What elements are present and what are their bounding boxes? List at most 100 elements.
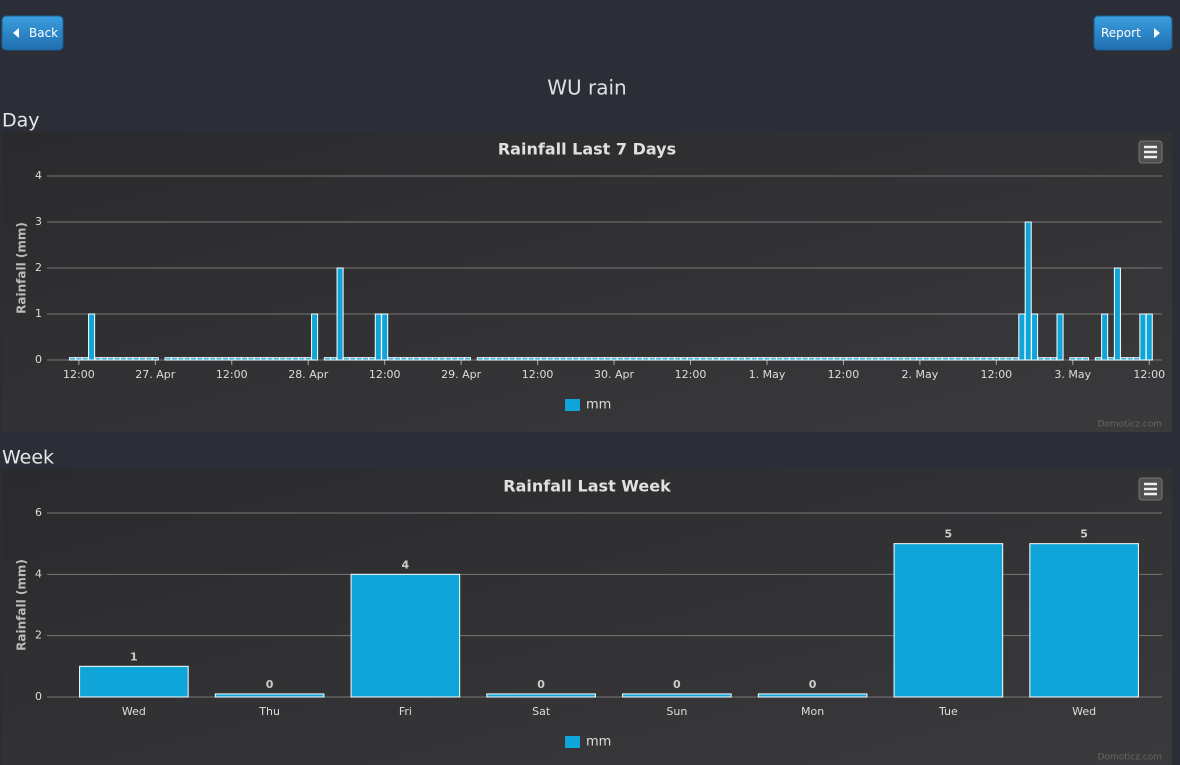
bar <box>489 357 497 361</box>
bar <box>196 357 204 361</box>
bar <box>151 357 159 361</box>
bar <box>266 357 274 361</box>
report-label[interactable]: Report <box>1101 26 1141 40</box>
bar <box>986 357 994 361</box>
report-button[interactable]: Report <box>1093 15 1173 51</box>
bar <box>623 357 631 361</box>
bar <box>1075 357 1083 361</box>
bar <box>240 357 249 361</box>
bar <box>1050 357 1058 361</box>
x-tick-label: Sat <box>532 705 551 718</box>
chart-title: Rainfall Last 7 Days <box>498 140 676 159</box>
bar <box>374 313 382 361</box>
bar <box>973 357 981 361</box>
bar <box>139 357 147 361</box>
bar <box>878 357 886 361</box>
bar <box>954 357 962 361</box>
bar <box>362 357 370 361</box>
y-tick-label: 0 <box>35 353 42 366</box>
bar <box>546 357 554 361</box>
bar <box>502 357 510 361</box>
bar <box>75 357 83 361</box>
x-tick-label: Wed <box>122 705 146 718</box>
bar <box>572 357 580 361</box>
bar <box>1069 357 1077 361</box>
bar <box>578 357 586 361</box>
bar <box>674 357 682 361</box>
bar <box>119 357 127 361</box>
bar <box>929 357 937 361</box>
bar <box>757 693 868 698</box>
bar <box>839 357 847 361</box>
bar <box>132 357 140 361</box>
bar <box>486 693 596 698</box>
bar <box>68 357 77 361</box>
bar <box>279 357 287 361</box>
y-axis-label: Rainfall (mm) <box>15 222 29 314</box>
bar <box>311 313 319 361</box>
bar <box>604 357 612 361</box>
bar <box>846 357 854 361</box>
bar <box>1094 357 1102 361</box>
chart-menu[interactable] <box>1138 477 1163 501</box>
bar <box>202 357 210 361</box>
x-tick-label: Fri <box>399 705 412 718</box>
y-tick-label: 1 <box>35 307 42 320</box>
x-tick-label: 12:00 <box>980 368 1012 381</box>
bar <box>190 357 198 361</box>
bar <box>177 357 185 361</box>
bar <box>999 357 1007 361</box>
bar <box>540 357 548 361</box>
bar <box>432 357 440 361</box>
bar <box>718 357 726 361</box>
bar <box>349 357 357 361</box>
bar <box>1043 357 1051 361</box>
bar <box>81 357 89 361</box>
bar <box>814 357 822 361</box>
bar <box>457 357 465 361</box>
chart-menu[interactable] <box>1138 140 1163 164</box>
bar <box>591 357 599 361</box>
bar <box>622 693 732 698</box>
x-tick-label: 12:00 <box>675 368 707 381</box>
bar <box>712 357 720 361</box>
bar <box>342 357 350 361</box>
bar <box>680 357 688 361</box>
x-tick-label: 1. May <box>749 368 786 381</box>
bar <box>330 357 338 361</box>
x-tick-label: 28. Apr <box>288 368 328 381</box>
y-tick-label: 4 <box>35 567 42 580</box>
bar <box>368 357 376 361</box>
bar <box>355 357 363 361</box>
bar <box>79 665 189 698</box>
bar <box>419 357 427 361</box>
x-tick-label: 12:00 <box>369 368 401 381</box>
data-label: 0 <box>809 678 817 691</box>
bar <box>565 357 573 361</box>
back-label[interactable]: Back <box>29 26 58 40</box>
bar <box>597 357 605 361</box>
chart-panel <box>2 132 1172 432</box>
x-tick-label: 12:00 <box>63 368 95 381</box>
bar <box>1082 357 1090 361</box>
bar <box>323 357 331 361</box>
y-axis-label: Rainfall (mm) <box>15 559 29 651</box>
x-tick-label: 2. May <box>902 368 939 381</box>
legend-swatch <box>565 399 580 411</box>
bar <box>693 357 701 361</box>
bar <box>559 357 567 361</box>
credits: Domoticz.com <box>1098 753 1163 763</box>
bar <box>629 357 637 361</box>
bar <box>214 693 325 698</box>
x-tick-label: 12:00 <box>828 368 860 381</box>
bar <box>884 357 892 361</box>
bar <box>1029 543 1139 698</box>
bar <box>413 357 421 361</box>
y-tick-label: 3 <box>35 215 42 228</box>
page-title: WU rain <box>547 76 626 100</box>
back-button[interactable]: Back <box>1 15 64 51</box>
chart-title: Rainfall Last Week <box>503 477 671 496</box>
bar <box>107 357 115 361</box>
section-label: Week <box>2 447 54 469</box>
bar <box>706 357 714 361</box>
